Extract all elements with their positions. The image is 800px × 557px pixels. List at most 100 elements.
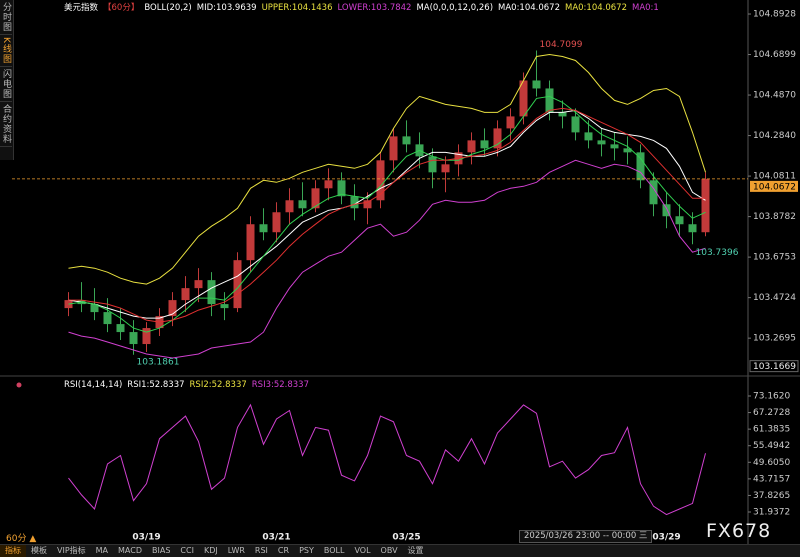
sidebar: 分时图 K线图 闪电图 合约资料 [0, 0, 14, 160]
candle-body [493, 128, 502, 149]
legend-item: LOWER:103.7842 [337, 3, 412, 13]
candle-body [116, 324, 125, 333]
sidebar-tab[interactable]: 合约资料 [0, 102, 12, 147]
candle-body [571, 116, 580, 133]
indicator-tab[interactable]: 模板 [31, 546, 47, 555]
y-tick-label: 31.9372 [753, 507, 790, 517]
low-label: 103.7396 [696, 248, 739, 258]
panel-low-box [749, 360, 799, 373]
y-tick-label: 61.3835 [753, 425, 790, 435]
rsi-legend: RSI(14,14,14) RSI1:52.8337 RSI2:52.8337 RSI… [64, 380, 314, 390]
indicator-tab[interactable]: BOLL [323, 546, 345, 555]
y-tick-label: 73.1620 [753, 391, 790, 401]
candle-body [207, 280, 216, 305]
indicator-tab[interactable]: RSI [254, 546, 268, 555]
low-label: 103.1861 [137, 357, 180, 367]
timeframe[interactable]: 60分 ▲ [6, 534, 37, 544]
indicator-tab[interactable]: KDJ [203, 546, 218, 555]
x-tick-label: 03/29 [652, 533, 680, 543]
candle-body [103, 312, 112, 325]
indicator-tab[interactable]: VOL [354, 546, 371, 555]
candle-body [142, 328, 151, 345]
legend-item: MID:103.9639 [196, 3, 257, 13]
indicator-tab[interactable]: OBV [380, 546, 398, 555]
high-label: 104.7099 [540, 40, 583, 50]
candle-body [610, 144, 619, 149]
candle-body [324, 180, 333, 189]
candle-body [90, 304, 99, 313]
candle-body [532, 80, 541, 89]
candle-body [181, 288, 190, 301]
y-tick-label: 104.6899 [753, 50, 796, 60]
rsi-line [68, 403, 706, 516]
indicator-tab[interactable]: 指标 [0, 545, 26, 557]
candle-body [350, 196, 359, 209]
candle-body [220, 304, 229, 309]
indicator-line [68, 95, 706, 333]
candle-body [688, 224, 697, 233]
candle-body [272, 212, 281, 233]
last-price-label: 104.0672 [753, 182, 796, 192]
candle-body [363, 200, 372, 209]
y-tick-label: 104.4870 [753, 91, 796, 101]
last-price-box [750, 180, 798, 192]
legend-item: MA0:104.0672 [565, 3, 627, 13]
indicator-tab[interactable]: VIP指标 [57, 546, 86, 555]
candle-body [675, 216, 684, 225]
y-tick-label: 103.4724 [753, 293, 796, 303]
indicator-tab[interactable]: CCI [180, 546, 194, 555]
candle-body [519, 80, 528, 117]
x-tick-label: 03/21 [262, 533, 290, 543]
legend-item: MA0:1 [631, 3, 659, 13]
candle-body [402, 136, 411, 145]
price-legend: 美元指数 【60分】 BOLL(20,2) MID:103.9639 UPPER:104… [64, 1, 664, 13]
legend-item: 【60分】 [103, 3, 140, 13]
indicator-tab[interactable]: 设置 [407, 546, 424, 555]
y-tick-label: 103.6753 [753, 253, 796, 263]
candle-body [259, 224, 268, 233]
candle-body [701, 178, 710, 233]
crosshair-time: 2025/03/26 23:00 -- 00:00 三 [519, 530, 653, 543]
candle-body [584, 132, 593, 141]
indicator-tab[interactable]: LWR [227, 546, 245, 555]
legend-item: RSI(14,14,14) [64, 380, 123, 390]
indicator-tab[interactable]: PSY [299, 546, 314, 555]
y-tick-label: 104.0811 [753, 172, 796, 182]
y-tick-label: 55.4942 [753, 441, 790, 451]
indicator-tab[interactable]: MA [95, 546, 109, 555]
x-tick-label: 03/19 [132, 533, 160, 543]
y-tick-label: 49.6050 [753, 458, 790, 468]
panel-low-label: 103.1669 [753, 362, 796, 372]
candle-body [649, 180, 658, 205]
candle-body [662, 204, 671, 217]
legend-item: 美元指数 [64, 3, 99, 13]
indicator-tab[interactable]: BIAS [152, 546, 171, 555]
y-tick-label: 103.2695 [753, 334, 796, 344]
candle-body [285, 200, 294, 213]
sidebar-tab[interactable]: 闪电图 [0, 67, 12, 102]
legend-item: MA0:104.0672 [498, 3, 560, 13]
indicator-bar: 指标 模板 VIP指标 MA MACD BIAS CCI KDJ LWR RSI CR PSY BOLL… [0, 544, 800, 557]
candle-body [168, 300, 177, 317]
sidebar-tab[interactable]: 分时图 [0, 0, 12, 35]
candle-body [506, 116, 515, 129]
y-tick-label: 43.7157 [753, 474, 790, 484]
indicator-line [68, 159, 706, 359]
candle-body [636, 152, 645, 181]
legend-item: RSI1:52.8337 [127, 380, 185, 390]
panel-icon [16, 382, 22, 388]
y-tick-label: 104.2840 [753, 131, 796, 141]
indicator-line [68, 53, 706, 285]
sidebar-tab[interactable]: K线图 [0, 35, 12, 67]
candle-body [558, 112, 567, 117]
candle-body [545, 88, 554, 113]
indicator-tab[interactable]: MACD [118, 546, 143, 555]
candle-body [64, 300, 73, 309]
candle-body [337, 180, 346, 197]
y-tick-label: 67.2728 [753, 408, 790, 418]
legend-item: BOLL(20,2) [144, 3, 192, 13]
logo: FX678 [706, 520, 772, 542]
indicator-tab[interactable]: CR [277, 546, 290, 555]
